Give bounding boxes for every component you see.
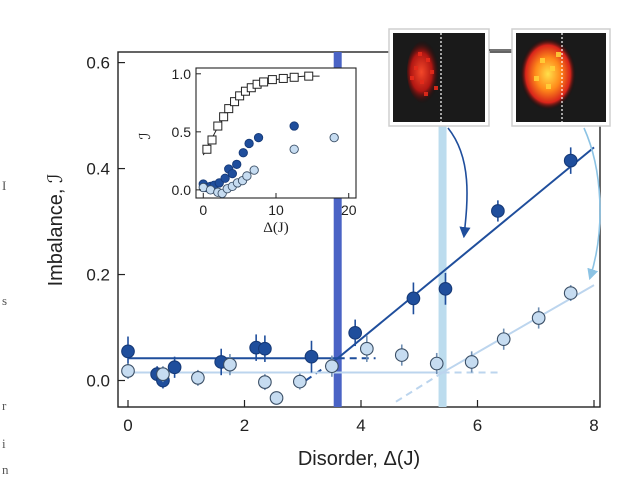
data-point (496, 332, 511, 347)
edge-char: s (2, 293, 7, 308)
data-point (348, 325, 363, 340)
main-axis-ticks: 0 2 4 6 8 0.0 0.2 0.4 0.6 (86, 54, 598, 435)
data-point (258, 375, 272, 389)
inset-data-point (227, 168, 238, 179)
edge-char: n (2, 462, 9, 477)
data-point (429, 356, 444, 371)
y-tick-label: 0.6 (86, 54, 110, 73)
data-point (292, 374, 307, 389)
transition-band (438, 52, 447, 407)
data-point (394, 348, 409, 362)
inset-data-point (238, 148, 248, 158)
data-point (563, 153, 578, 168)
fit-line (337, 146, 595, 360)
inset-data-point (220, 173, 230, 183)
data-point (359, 341, 374, 356)
inset-data-point (224, 104, 234, 114)
inset-y-axis-label: ℐ (138, 132, 154, 139)
edge-text: I s r i n (2, 178, 9, 477)
inset-data-point (253, 132, 264, 143)
x-tick-label: 2 (240, 416, 249, 435)
inset-data-point (267, 75, 277, 85)
inset-data-point (230, 97, 240, 107)
data-point (531, 311, 546, 325)
inset-x-tick-label: 0 (199, 202, 207, 218)
data-point (491, 204, 505, 218)
fluorescence-image-low-disorder (388, 28, 490, 127)
inset-data-point (202, 144, 212, 154)
x-axis-label: Disorder, Δ(J) (298, 448, 420, 470)
y-tick-label: 0.0 (86, 372, 110, 391)
edge-char: i (2, 436, 6, 451)
x-tick-label: 6 (473, 416, 482, 435)
data-point (269, 391, 284, 405)
main-data-points (121, 147, 578, 405)
inset-data-point (329, 132, 339, 143)
inset-data-point (304, 71, 314, 81)
inset-data-point (219, 112, 229, 122)
y-tick-label: 0.2 (86, 266, 110, 285)
inset-data-point (232, 159, 242, 169)
inset-axis-ticks: 0 10 20 0.0 0.5 1.0 (172, 66, 357, 218)
y-axis-label: Imbalance, ℐ (45, 174, 67, 287)
inset-y-tick-label: 1.0 (172, 66, 192, 82)
y-tick-label: 0.4 (86, 160, 110, 179)
data-point (325, 359, 339, 374)
data-point (191, 371, 205, 385)
inset-y-tick-label: 0.5 (172, 124, 192, 140)
inset-data-point (249, 165, 259, 175)
inset-data-point (289, 121, 299, 131)
arrow-to-light-series (583, 127, 601, 281)
fit-line (395, 371, 444, 403)
data-point (304, 349, 319, 364)
inset-x-axis-label: Δ(J) (263, 220, 288, 236)
edge-char: I (2, 178, 6, 193)
inset-data-point (289, 72, 299, 82)
inset-x-tick-label: 10 (268, 202, 284, 218)
edge-char: r (2, 398, 7, 413)
data-point (438, 281, 453, 296)
data-point (464, 355, 479, 369)
inset-data-point (242, 171, 252, 181)
fit-line (305, 357, 339, 382)
inset-data-point (244, 138, 254, 149)
inset-data-point (213, 121, 223, 131)
data-point (563, 286, 578, 300)
inset-data-point (235, 91, 245, 101)
x-tick-label: 0 (123, 416, 132, 435)
inset-data-points (198, 71, 339, 198)
data-point (406, 291, 421, 306)
data-point (156, 367, 170, 381)
inset-data-point (278, 73, 288, 83)
data-point (258, 341, 272, 356)
data-point (223, 357, 237, 372)
inset-data-point (289, 144, 299, 154)
fluorescence-image-high-disorder (511, 28, 611, 127)
x-tick-label: 8 (589, 416, 598, 435)
inset-data-point (207, 135, 217, 145)
inset-x-tick-label: 20 (341, 202, 357, 218)
data-point (121, 364, 135, 378)
transition-bands (333, 52, 447, 407)
transition-band (333, 52, 342, 407)
arrow-to-dark-series (447, 127, 471, 239)
data-point (121, 344, 135, 359)
inset-y-tick-label: 0.0 (172, 182, 192, 198)
data-point (167, 360, 182, 375)
inset-data-point (259, 77, 269, 87)
x-tick-label: 4 (356, 416, 365, 435)
